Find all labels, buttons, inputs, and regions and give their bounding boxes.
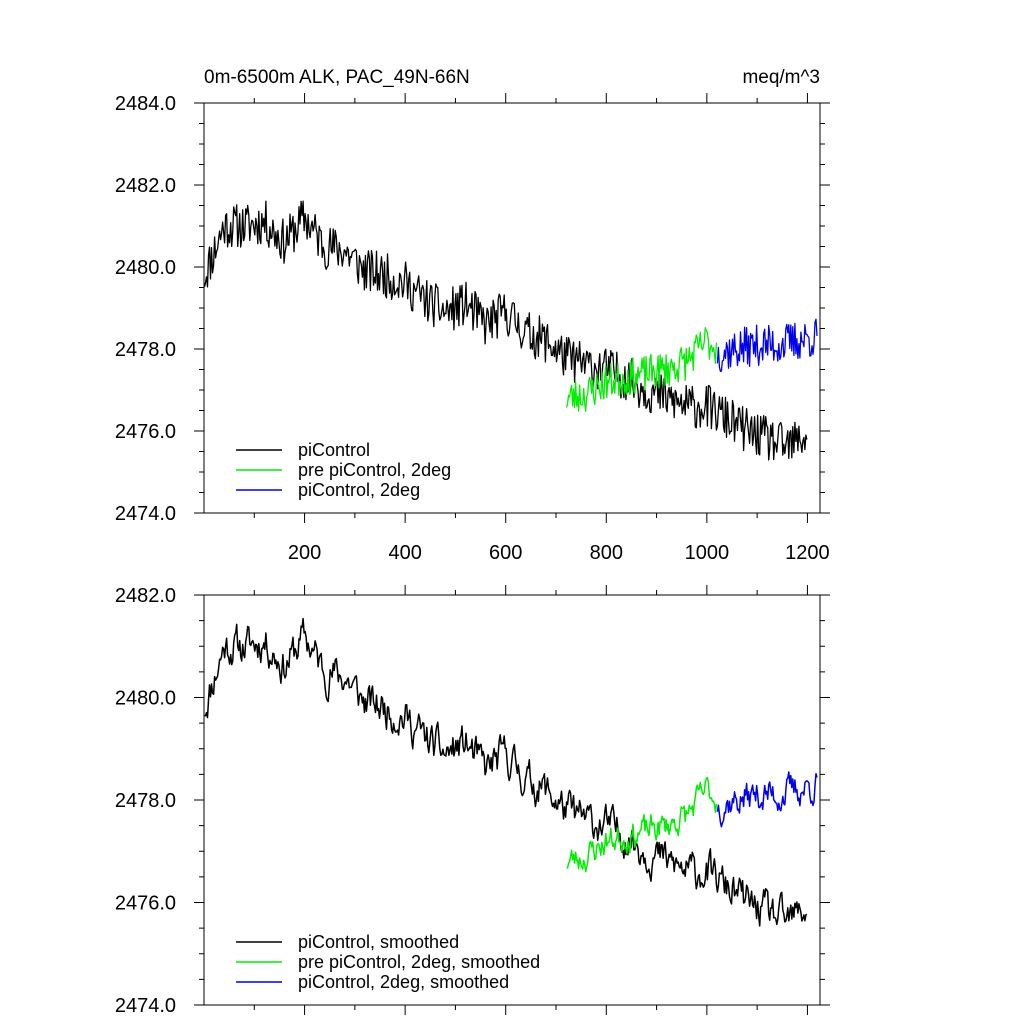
legend-label-pre-picontrol-2deg: pre piControl, 2deg [298, 460, 451, 480]
top-series-0-line [203, 200, 808, 461]
top-ytick-label: 2482.0 [115, 175, 176, 197]
bottom-series-0-line [204, 617, 808, 927]
top-xtick-label: 1000 [685, 542, 730, 564]
top-xtick-label: 200 [288, 542, 321, 564]
top-xtick-label: 600 [489, 542, 522, 564]
top-plot-area: 2474.0 2476.0 2478.0 2480.0 2482.0 2484.0 200 4… [115, 93, 830, 564]
legend-label-picontrol: piControl [298, 440, 370, 460]
legend-label-picontrol-smoothed: piControl, smoothed [298, 932, 459, 952]
top-xtick-label: 400 [388, 542, 421, 564]
top-xtick-label: 1200 [785, 542, 830, 564]
top-legend: piControl pre piControl, 2deg piControl,… [236, 440, 451, 500]
legend-label-picontrol-2deg: piControl, 2deg [298, 480, 420, 500]
bottom-ytick-label: 2480.0 [115, 688, 176, 710]
bottom-series-2-line [716, 771, 818, 828]
top-title-left: 0m-6500m ALK, PAC_49N-66N [204, 67, 470, 88]
bottom-series-1-line [566, 776, 718, 873]
top-series-2-line [716, 318, 818, 373]
top-plot-frame [203, 102, 821, 514]
bottom-plot-frame [203, 594, 821, 1006]
bottom-ytick-label: 2476.0 [115, 893, 176, 915]
bottom-legend: piControl, smoothed pre piControl, 2deg,… [236, 932, 540, 992]
legend-label-pre-picontrol-2deg-smoothed: pre piControl, 2deg, smoothed [298, 952, 540, 972]
top-series-1-line [565, 327, 718, 412]
top-panel: 0m-6500m ALK, PAC_49N-66N meq/m^3 2474.0… [115, 67, 830, 564]
top-ytick-label: 2484.0 [115, 93, 176, 115]
top-ytick-label: 2476.0 [115, 421, 176, 443]
legend-label-picontrol-2deg-smoothed: piControl, 2deg, smoothed [298, 972, 509, 992]
bottom-ytick-label: 2482.0 [115, 585, 176, 607]
bottom-panel: 2474.0 2476.0 2478.0 2480.0 2482.0 piControl… [115, 585, 830, 1017]
top-xtick-label: 800 [590, 542, 623, 564]
bottom-ytick-label: 2474.0 [115, 995, 176, 1017]
top-title-right: meq/m^3 [742, 67, 820, 88]
top-ytick-label: 2480.0 [115, 257, 176, 279]
bottom-plot-area: 2474.0 2476.0 2478.0 2480.0 2482.0 [115, 585, 830, 1017]
top-ytick-label: 2478.0 [115, 339, 176, 361]
bottom-ytick-label: 2478.0 [115, 790, 176, 812]
top-ytick-label: 2474.0 [115, 503, 176, 525]
